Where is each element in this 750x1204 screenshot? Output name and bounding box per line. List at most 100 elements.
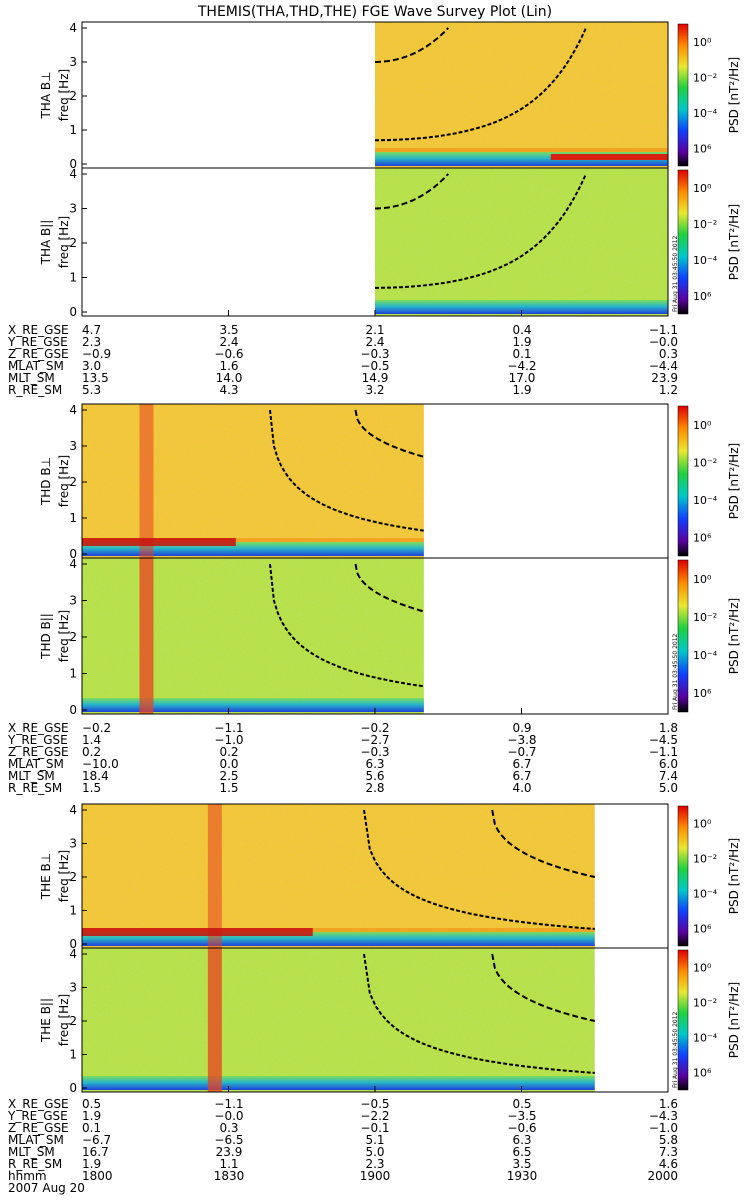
lower-hybrid-line [375,148,668,152]
probe-label: THA B⊥ [39,71,53,119]
spectrogram-panel-2: 0 1 2 3 4 THA B|| freq [Hz] 10⁶ 10⁻⁴ 10⁻² 10⁰ PSD [… [39,167,741,319]
ephemeris-value: −1.1 [649,745,678,759]
y-axis-label: freq [Hz] [57,850,71,902]
ephemeris-value: 0.0 [219,757,238,771]
burst-band [550,154,668,160]
ephemeris-value: 7.4 [659,769,678,783]
ephemeris-value: 1.1 [219,1157,238,1171]
ephemeris-value: 4.3 [219,383,238,397]
colorbar: 10⁶ 10⁻⁴ 10⁻² 10⁰ PSD [nT²/Hz] [677,23,741,167]
ephemeris-value: −0.1 [360,1121,389,1135]
ephemeris-value: 14.0 [216,371,243,385]
ephemeris-value: −0.3 [360,347,389,361]
spectrogram-panel-5: 0 1 2 3 4 THE B⊥ freq [Hz] 10⁶ 10⁻⁴ 10⁻² 10⁰ PSD [n… [39,803,741,951]
probe-label: THD B|| [39,613,53,660]
gyrofrequency-curve [354,563,425,613]
y-tick-label: 3 [69,439,77,453]
ephemeris-value: 1930 [507,1169,538,1183]
y-tick-label: 1 [69,511,77,525]
colorbar: 10⁶ 10⁻⁴ 10⁻² 10⁰ PSD [nT²/Hz] [677,405,741,557]
ephemeris-table-thd: X_RE_GSE −0.2 −1.1 −0.2 0.9 1.8 Y_RE_GSE 1.4 −1.… [7,721,678,795]
y-tick-label: 3 [69,202,77,216]
burst-column [207,948,222,1092]
ephemeris-row-label: R_RE_SM [8,781,62,795]
gyrofrequency-curve [354,409,425,458]
gyrofrequency-curve [375,173,450,210]
low-frequency-band [375,300,668,314]
timestamp-stamp: Fri Aug 31 03:45:50 2012 [672,633,679,710]
spectrogram-panel-6: 0 1 2 3 4 THE B|| freq [Hz] 10⁶ 10⁻⁴ 10⁻² 10⁰ PSD [… [39,947,741,1095]
y-axis-label: freq [Hz] [57,455,71,507]
colorbar-tick-label: 10⁰ [693,818,712,831]
ephemeris-value: 5.6 [365,769,384,783]
y-axis-label: freq [Hz] [57,610,71,662]
ephemeris-value: 3.0 [82,359,101,373]
ephemeris-value: 1.5 [219,781,238,795]
ephemeris-value: 0.9 [512,721,531,735]
ephemeris-value: 0.4 [512,323,531,337]
burst-column [139,404,154,558]
burst-band [82,538,236,546]
colorbar-tick-label: 10⁻⁴ [693,254,718,267]
y-tick-label: 4 [69,403,77,417]
colorbar-tick-label: 10⁶ [693,687,712,700]
ephemeris-value: 1.9 [512,383,531,397]
spectrum-texture [82,558,424,714]
ephemeris-value: 1800 [82,1169,113,1183]
spectrum-texture [82,948,595,1092]
ephemeris-value: 2.5 [219,769,238,783]
ephemeris-value: 0.5 [512,1097,531,1111]
ephemeris-value: 1.9 [512,335,531,349]
ephemeris-value: 6.7 [512,757,531,771]
ephemeris-value: −2.7 [360,733,389,747]
colorbar-tick-label: 10⁻² [693,997,717,1010]
colorbar-tick-label: 10⁶ [693,290,712,303]
low-frequency-band [82,1076,595,1090]
ephemeris-value: −0.6 [214,347,243,361]
ephemeris-value: −10.0 [82,757,119,771]
spectrum-texture [375,22,668,168]
ephemeris-value: 4.6 [659,1157,678,1171]
gyrofrequency-curve [269,563,424,688]
ephemeris-value: 14.9 [362,371,389,385]
ephemeris-value: 0.1 [512,347,531,361]
colorbar-tick-label: 10⁻⁴ [693,494,718,507]
spectrogram-panel-3: 0 1 2 3 4 THD B⊥ freq [Hz] 10⁶ 10⁻⁴ 10⁻² 10⁰ PSD [n… [39,403,741,561]
ephemeris-value: −4.3 [649,1109,678,1123]
timestamp-stamp: Fri Aug 31 03:45:50 2012 [672,1011,679,1088]
ephemeris-value: 5.0 [365,1145,384,1159]
y-tick-label: 0 [69,547,77,561]
colorbar-tick-label: 10⁶ [693,1067,712,1080]
y-tick-label: 1 [69,123,77,137]
chart-title: THEMIS(THA,THD,THE) FGE Wave Survey Plot… [197,4,552,20]
colorbar-tick-label: 10⁻² [693,456,717,469]
ephemeris-value: 17.0 [509,371,536,385]
ephemeris-value: −4.2 [507,359,536,373]
ephemeris-value: −0.7 [507,745,536,759]
y-tick-label: 1 [69,271,77,285]
ephemeris-value: 5.8 [659,1133,678,1147]
ephemeris-row-label: MLAT_SM [8,359,64,373]
ephemeris-value: 1.6 [659,1097,678,1111]
ephemeris-value: 1.4 [82,733,101,747]
gyrofrequency-curve [375,27,450,63]
ephemeris-value: 6.7 [512,769,531,783]
colorbar-gradient [677,405,689,557]
ephemeris-value: −1.1 [214,721,243,735]
ephemeris-value: −0.6 [507,1121,536,1135]
colorbar-tick-label: 10⁶ [693,923,712,936]
ephemeris-value: 0.5 [82,1097,101,1111]
ephemeris-value: 1.2 [659,383,678,397]
y-tick-label: 4 [69,947,77,961]
ephemeris-value: 6.3 [365,757,384,771]
colorbar-label: PSD [nT²/Hz] [727,443,741,519]
colorbar-label: PSD [nT²/Hz] [727,838,741,914]
spectrum-texture [375,168,668,316]
colorbar-tick-label: 10⁰ [693,962,712,975]
burst-band [82,928,313,936]
ephemeris-value: 5.1 [365,1133,384,1147]
ephemeris-row-label: X_RE_GSE [8,1097,69,1111]
ephemeris-value: 0.1 [82,1121,101,1135]
ephemeris-value: −0.0 [214,1109,243,1123]
ephemeris-value: 3.2 [365,383,384,397]
